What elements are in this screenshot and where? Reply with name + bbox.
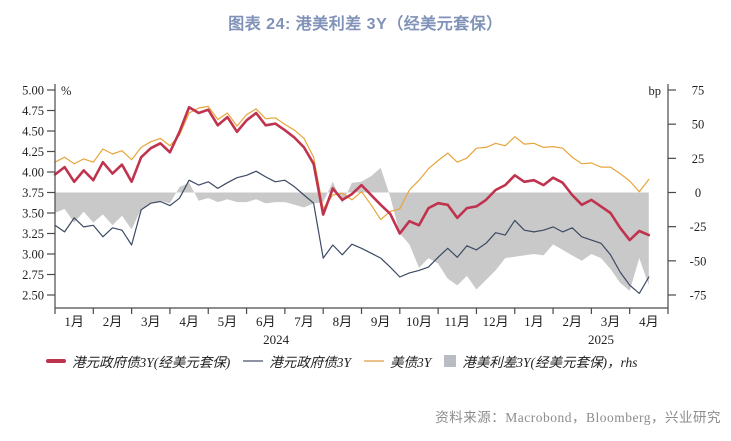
month-label: 5月: [218, 314, 238, 329]
legend-item: 美债3Y: [364, 351, 431, 371]
month-label: 1月: [64, 314, 84, 329]
month-label: 9月: [371, 314, 391, 329]
month-label: 10月: [406, 314, 432, 329]
legend-label: 港美利差3Y(经美元套保)，rhs: [462, 355, 638, 370]
y-axis-tick-label-left: 4.00: [22, 166, 44, 180]
y-axis-tick-label-left: 3.00: [22, 248, 44, 262]
year-label: 2024: [263, 332, 290, 347]
month-label: 1月: [524, 314, 544, 329]
y-axis-tick-label-left: 3.75: [22, 186, 44, 200]
y-axis-tick-label-right: -75: [690, 289, 707, 303]
month-label: 8月: [333, 314, 353, 329]
legend-label: 港元政府债3Y(经美元套保): [72, 355, 231, 370]
y-axis-tick-label-left: 3.50: [22, 207, 44, 221]
y-axis-tick-label-right: -25: [690, 220, 707, 234]
y-axis-tick-label-left: 2.75: [22, 268, 44, 282]
month-label: 11月: [445, 314, 471, 329]
year-label: 2025: [588, 332, 614, 347]
month-label: 3月: [141, 314, 161, 329]
chart-legend: 港元政府债3Y(经美元套保) 港元政府债3Y 美债3Y 港美利差3Y(经美元套保)，r…: [46, 351, 723, 371]
legend-marker-line-thick-icon: [46, 359, 66, 363]
series-line-hedged: [53, 105, 651, 242]
legend-marker-line-thin-icon: [243, 360, 264, 362]
month-label: 2月: [103, 314, 123, 329]
y-axis-tick-label-left: 3.25: [22, 227, 44, 241]
legend-item: 港元政府债3Y(经美元套保): [46, 351, 230, 371]
y-axis-tick-label-right: 25: [692, 152, 705, 166]
month-label: 4月: [179, 314, 199, 329]
month-label: 12月: [483, 314, 509, 329]
month-label: 4月: [639, 314, 659, 329]
y-axis-tick-label-left: 4.75: [22, 104, 44, 118]
legend-marker-line-thin-icon: [364, 360, 385, 362]
month-label: 2月: [562, 314, 582, 329]
figure-title: 图表 24: 港美利差 3Y（经美元套保）: [228, 16, 503, 33]
y-axis-tick-label-left: 5.00: [22, 84, 44, 98]
source-note: 资料来源：Macrobond，Bloomberg，兴业研究: [435, 410, 721, 425]
month-label: 7月: [294, 314, 314, 329]
line-chart: 5.00 4.75 4.50 4.25 4.00 3.75 3.50 3.25 3.00 2.75…: [22, 84, 707, 348]
legend-marker-square-icon: [444, 355, 457, 367]
spread-area: [55, 167, 649, 291]
month-label: 6月: [256, 314, 276, 329]
left-axis-unit-label: %: [61, 84, 71, 98]
month-label: 3月: [601, 314, 621, 329]
y-axis-tick-label-left: 2.50: [22, 289, 44, 303]
right-axis-unit-label: bp: [649, 84, 662, 98]
legend-label: 美债3Y: [390, 355, 432, 370]
y-axis-tick-label-right: 75: [692, 84, 705, 98]
y-axis-tick-label-right: 0: [695, 186, 701, 200]
legend-label: 港元政府债3Y: [269, 355, 352, 370]
y-axis-tick-label-right: -50: [690, 254, 707, 268]
legend-item: 港美利差3Y(经美元套保)，rhs: [444, 351, 638, 371]
series-line-hkd: [54, 170, 650, 294]
y-axis-tick-label-left: 4.25: [22, 145, 44, 159]
y-axis-tick-label-right: 50: [692, 118, 705, 132]
legend-item: 港元政府债3Y: [243, 351, 351, 371]
y-axis-tick-label-left: 4.50: [22, 125, 44, 139]
series-line-ust: [54, 105, 650, 221]
